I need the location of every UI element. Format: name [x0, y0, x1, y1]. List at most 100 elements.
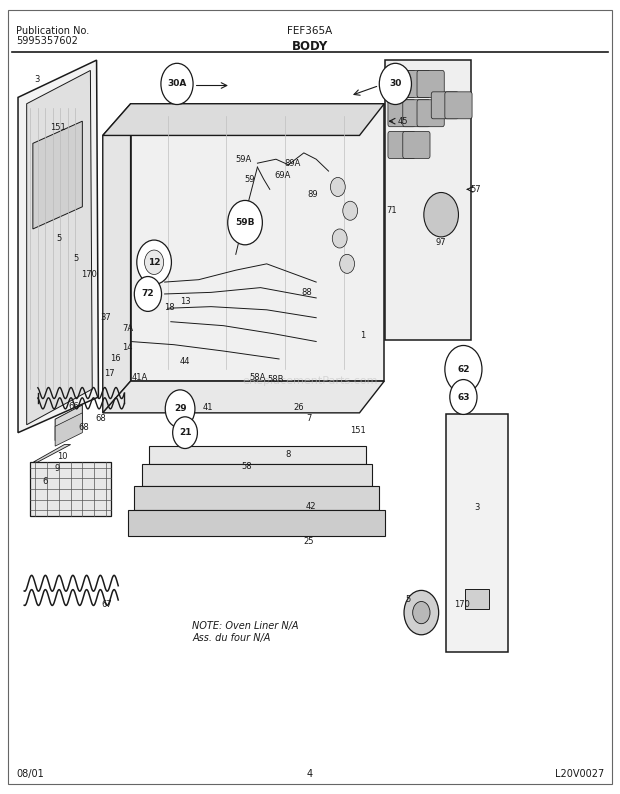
- Text: 17: 17: [104, 368, 114, 378]
- Polygon shape: [142, 464, 372, 486]
- Polygon shape: [103, 381, 384, 413]
- FancyBboxPatch shape: [388, 100, 415, 127]
- FancyBboxPatch shape: [388, 132, 415, 159]
- FancyBboxPatch shape: [403, 100, 430, 127]
- Polygon shape: [33, 121, 82, 229]
- Circle shape: [450, 380, 477, 414]
- Text: 26: 26: [293, 403, 304, 412]
- Polygon shape: [134, 486, 379, 510]
- Text: 08/01: 08/01: [16, 769, 44, 779]
- Circle shape: [343, 201, 358, 220]
- FancyBboxPatch shape: [417, 71, 445, 98]
- Text: 12: 12: [148, 258, 161, 267]
- Text: 45: 45: [397, 117, 408, 125]
- Text: 58B: 58B: [268, 375, 284, 384]
- Text: 25: 25: [303, 537, 313, 545]
- Text: 71: 71: [386, 206, 397, 215]
- Text: 42: 42: [306, 502, 316, 511]
- Text: 57: 57: [471, 185, 481, 194]
- Text: 5: 5: [57, 234, 62, 243]
- Text: BODY: BODY: [292, 40, 328, 53]
- Text: 1: 1: [360, 330, 365, 340]
- Circle shape: [166, 390, 195, 428]
- Text: 5: 5: [74, 254, 79, 263]
- Circle shape: [424, 192, 458, 237]
- Polygon shape: [446, 414, 508, 652]
- Polygon shape: [30, 462, 111, 516]
- Text: eReplacementParts.com: eReplacementParts.com: [242, 376, 378, 386]
- Circle shape: [137, 240, 172, 284]
- Text: 59A: 59A: [235, 155, 251, 164]
- FancyBboxPatch shape: [403, 132, 430, 159]
- Polygon shape: [386, 60, 471, 340]
- Text: 89A: 89A: [285, 159, 301, 168]
- Text: 21: 21: [179, 428, 192, 437]
- Text: Publication No.: Publication No.: [16, 26, 89, 36]
- Text: 68: 68: [95, 414, 106, 423]
- Polygon shape: [149, 446, 366, 464]
- Text: 62: 62: [457, 364, 470, 374]
- Text: 8: 8: [286, 449, 291, 459]
- Text: 10: 10: [57, 452, 68, 461]
- Text: 170: 170: [454, 600, 469, 609]
- Polygon shape: [103, 104, 384, 136]
- Text: 3: 3: [474, 503, 480, 512]
- Circle shape: [332, 229, 347, 248]
- Text: 7: 7: [306, 414, 311, 423]
- Text: Ass. du four N/A: Ass. du four N/A: [192, 633, 271, 643]
- Text: 59: 59: [245, 175, 255, 183]
- Polygon shape: [103, 104, 131, 413]
- Circle shape: [413, 602, 430, 623]
- Text: 66: 66: [68, 402, 79, 411]
- Text: 170: 170: [81, 270, 97, 279]
- Polygon shape: [128, 510, 386, 536]
- Text: 29: 29: [174, 404, 187, 414]
- Circle shape: [445, 345, 482, 393]
- Polygon shape: [55, 413, 82, 446]
- Circle shape: [404, 591, 439, 634]
- Text: 41: 41: [203, 403, 213, 412]
- Text: 7A: 7A: [122, 323, 133, 333]
- Polygon shape: [464, 589, 489, 610]
- Circle shape: [144, 250, 164, 275]
- Text: 5: 5: [405, 595, 410, 603]
- Text: 58: 58: [242, 462, 252, 472]
- Circle shape: [340, 254, 355, 273]
- Text: 14: 14: [122, 342, 133, 352]
- Text: 37: 37: [100, 314, 111, 322]
- Polygon shape: [55, 405, 82, 441]
- Text: 41A: 41A: [132, 372, 148, 382]
- Text: 151: 151: [50, 123, 66, 132]
- Text: 67: 67: [102, 600, 112, 609]
- Polygon shape: [33, 445, 71, 462]
- Text: 72: 72: [141, 290, 154, 299]
- Text: 16: 16: [110, 354, 120, 364]
- Text: NOTE: Oven Liner N/A: NOTE: Oven Liner N/A: [192, 621, 299, 630]
- Circle shape: [172, 417, 197, 449]
- Text: 44: 44: [180, 357, 190, 366]
- Text: 59B: 59B: [236, 218, 255, 227]
- FancyBboxPatch shape: [432, 92, 458, 119]
- Text: 6: 6: [43, 477, 48, 486]
- FancyBboxPatch shape: [445, 92, 472, 119]
- Text: 13: 13: [180, 298, 190, 306]
- Polygon shape: [131, 104, 384, 381]
- Text: 88: 88: [301, 288, 312, 297]
- Text: 3: 3: [34, 75, 39, 84]
- Text: 30: 30: [389, 79, 402, 88]
- Text: 68: 68: [79, 422, 89, 432]
- Text: 151: 151: [350, 426, 366, 435]
- Circle shape: [330, 177, 345, 196]
- Text: 18: 18: [164, 303, 174, 312]
- Text: 12: 12: [148, 258, 161, 267]
- Polygon shape: [18, 60, 99, 433]
- Text: 69A: 69A: [274, 171, 290, 179]
- Text: 5995357602: 5995357602: [16, 36, 78, 45]
- Text: 30A: 30A: [167, 79, 187, 88]
- FancyBboxPatch shape: [417, 100, 445, 127]
- Text: 63: 63: [457, 392, 470, 402]
- FancyBboxPatch shape: [403, 71, 430, 98]
- Text: 9: 9: [55, 464, 60, 473]
- Circle shape: [228, 200, 262, 245]
- Text: 4: 4: [307, 769, 313, 779]
